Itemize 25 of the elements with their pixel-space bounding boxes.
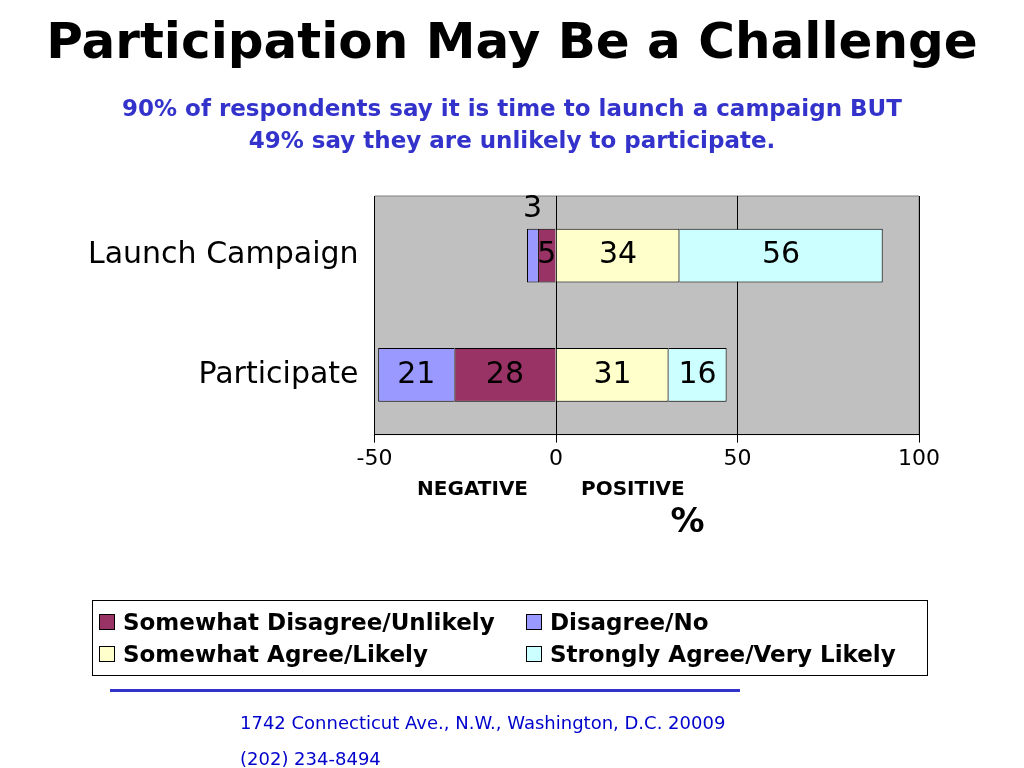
legend-label: Somewhat Disagree/Unlikely xyxy=(122,609,496,635)
y-tick-label: Launch Campaign xyxy=(88,235,359,271)
text: 1742 Connecticut Ave., N.W., Washington, D.C. 20009 xyxy=(240,711,726,735)
data-label: 56 xyxy=(761,235,801,271)
y-tick-label: Participate xyxy=(198,354,359,390)
chart-title: Participation May Be a Challenge xyxy=(45,12,979,70)
data-label: 31 xyxy=(593,354,632,390)
text: NEGATIVE xyxy=(417,475,529,500)
legend-label: Disagree/No xyxy=(548,609,710,635)
data-label: 21 xyxy=(397,354,436,390)
chart-subtitle: 90% of respondents say it is time to launch a campaign BUT 49% say they are unlikely to participate. xyxy=(121,94,903,155)
x-tick-label: 50 xyxy=(723,444,752,470)
x-tick-label: 100 xyxy=(898,444,940,470)
data-label: 16 xyxy=(678,354,717,390)
x-axis-title: % xyxy=(670,500,705,541)
x-tick-label: 0 xyxy=(549,444,564,470)
text: POSITIVE xyxy=(581,475,685,500)
text: (202) 234-8494 xyxy=(240,747,382,768)
legend-label: Strongly Agree/Very Likely xyxy=(548,641,897,667)
data-label: 28 xyxy=(485,354,525,390)
data-label: 5 xyxy=(537,235,557,271)
data-label: 34 xyxy=(598,235,638,271)
legend-label: Somewhat Agree/Likely xyxy=(122,641,429,667)
x-tick-label: -50 xyxy=(356,444,393,470)
data-label: 3 xyxy=(522,188,542,224)
